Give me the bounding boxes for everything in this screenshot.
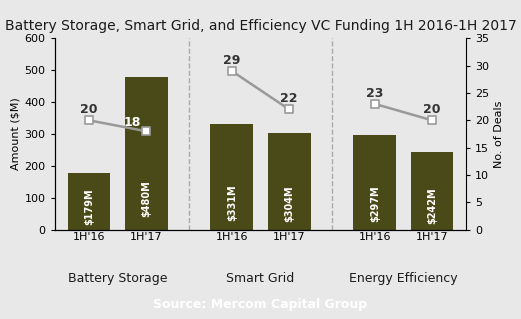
Text: $179M: $179M bbox=[84, 189, 94, 225]
Point bbox=[228, 69, 236, 74]
Text: Battery Storage: Battery Storage bbox=[68, 272, 167, 285]
Text: 29: 29 bbox=[223, 54, 241, 67]
Point bbox=[85, 118, 93, 123]
Text: Energy Efficiency: Energy Efficiency bbox=[349, 272, 458, 285]
Point bbox=[428, 118, 436, 123]
Y-axis label: No. of Deals: No. of Deals bbox=[493, 100, 504, 168]
Text: 20: 20 bbox=[80, 103, 98, 116]
Bar bbox=[125, 77, 168, 230]
Text: Smart Grid: Smart Grid bbox=[227, 272, 294, 285]
Bar bbox=[68, 173, 110, 230]
Text: $242M: $242M bbox=[427, 187, 437, 224]
Bar bbox=[353, 135, 396, 230]
Y-axis label: Amount ($M): Amount ($M) bbox=[10, 98, 20, 170]
Point bbox=[142, 129, 151, 134]
Text: 20: 20 bbox=[423, 103, 441, 116]
Text: $297M: $297M bbox=[370, 185, 380, 222]
Bar bbox=[268, 133, 311, 230]
Point bbox=[285, 107, 293, 112]
Bar bbox=[210, 124, 253, 230]
Text: 22: 22 bbox=[280, 92, 298, 105]
Text: 23: 23 bbox=[366, 86, 383, 100]
Text: 18: 18 bbox=[123, 115, 141, 129]
Text: Source: Mercom Capital Group: Source: Mercom Capital Group bbox=[154, 298, 367, 311]
Point bbox=[370, 101, 379, 107]
Text: $331M: $331M bbox=[227, 185, 237, 221]
Text: $480M: $480M bbox=[141, 181, 151, 218]
Bar bbox=[411, 152, 453, 230]
Text: $304M: $304M bbox=[284, 185, 294, 222]
Title: Battery Storage, Smart Grid, and Efficiency VC Funding 1H 2016-1H 2017: Battery Storage, Smart Grid, and Efficie… bbox=[5, 19, 516, 33]
